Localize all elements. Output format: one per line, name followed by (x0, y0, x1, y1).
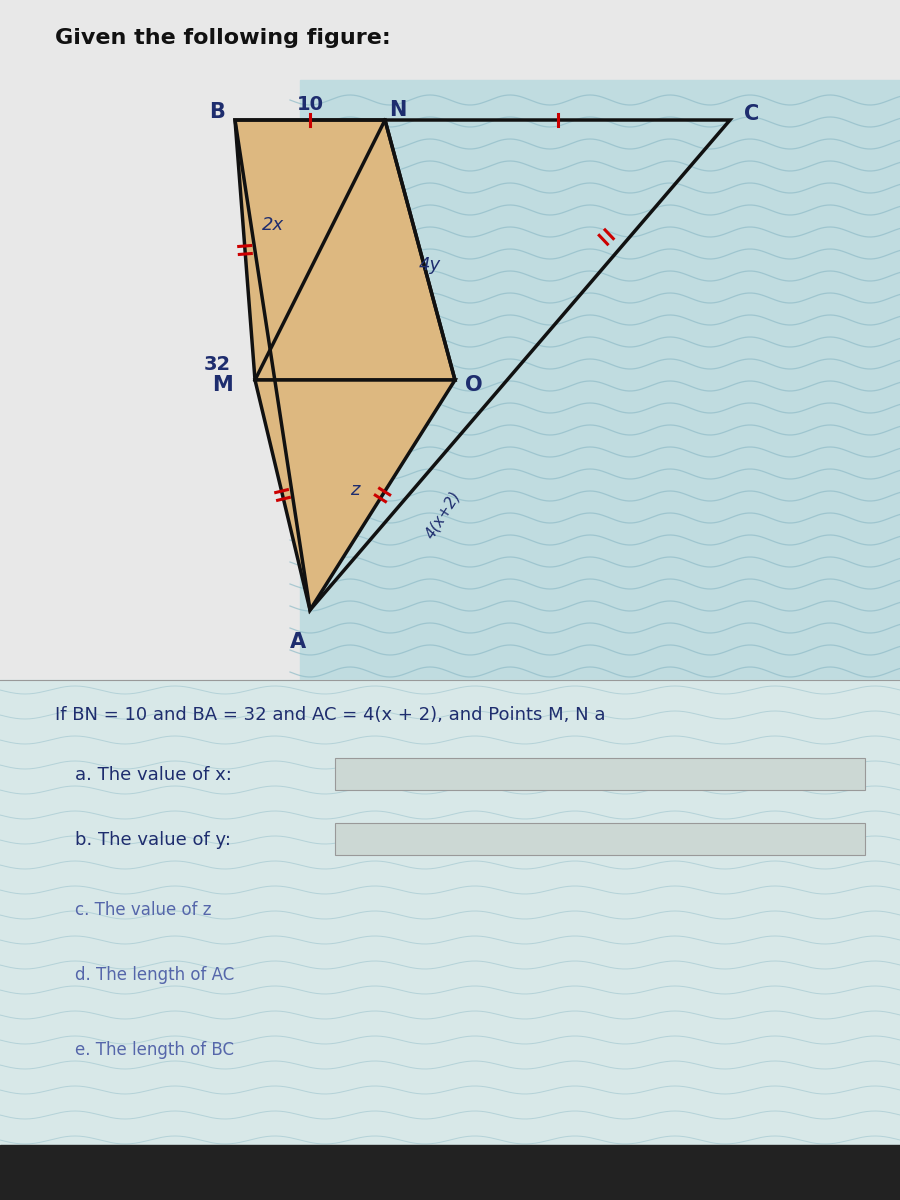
Text: If BN = 10 and BA = 32 and AC = 4(x + 2), and Points M, N a: If BN = 10 and BA = 32 and AC = 4(x + 2)… (55, 706, 606, 724)
Text: O: O (465, 374, 482, 395)
Text: A: A (290, 632, 306, 652)
Text: C: C (744, 104, 760, 124)
Text: b. The value of y:: b. The value of y: (75, 830, 231, 850)
Text: a. The value of x:: a. The value of x: (75, 766, 232, 784)
Bar (300, 80, 900, 830)
Text: Given the following figure:: Given the following figure: (55, 28, 391, 48)
Text: e. The length of BC: e. The length of BC (75, 1040, 234, 1058)
Bar (0, 1145, 900, 1200)
Text: 32: 32 (204, 355, 231, 374)
Text: M: M (212, 374, 233, 395)
Bar (335, 758, 865, 790)
Polygon shape (235, 120, 455, 380)
Bar (335, 823, 865, 854)
Polygon shape (255, 380, 455, 610)
Text: 4(x+2): 4(x+2) (422, 488, 463, 541)
Text: N: N (389, 100, 407, 120)
Text: B: B (209, 102, 225, 122)
Text: 2x: 2x (262, 216, 284, 234)
Text: 10: 10 (296, 96, 323, 114)
Text: 4y: 4y (418, 256, 441, 274)
Text: d. The length of AC: d. The length of AC (75, 966, 234, 984)
Bar (0, 680, 900, 1200)
Text: z: z (350, 481, 360, 499)
Text: c. The value of z: c. The value of z (75, 901, 212, 919)
